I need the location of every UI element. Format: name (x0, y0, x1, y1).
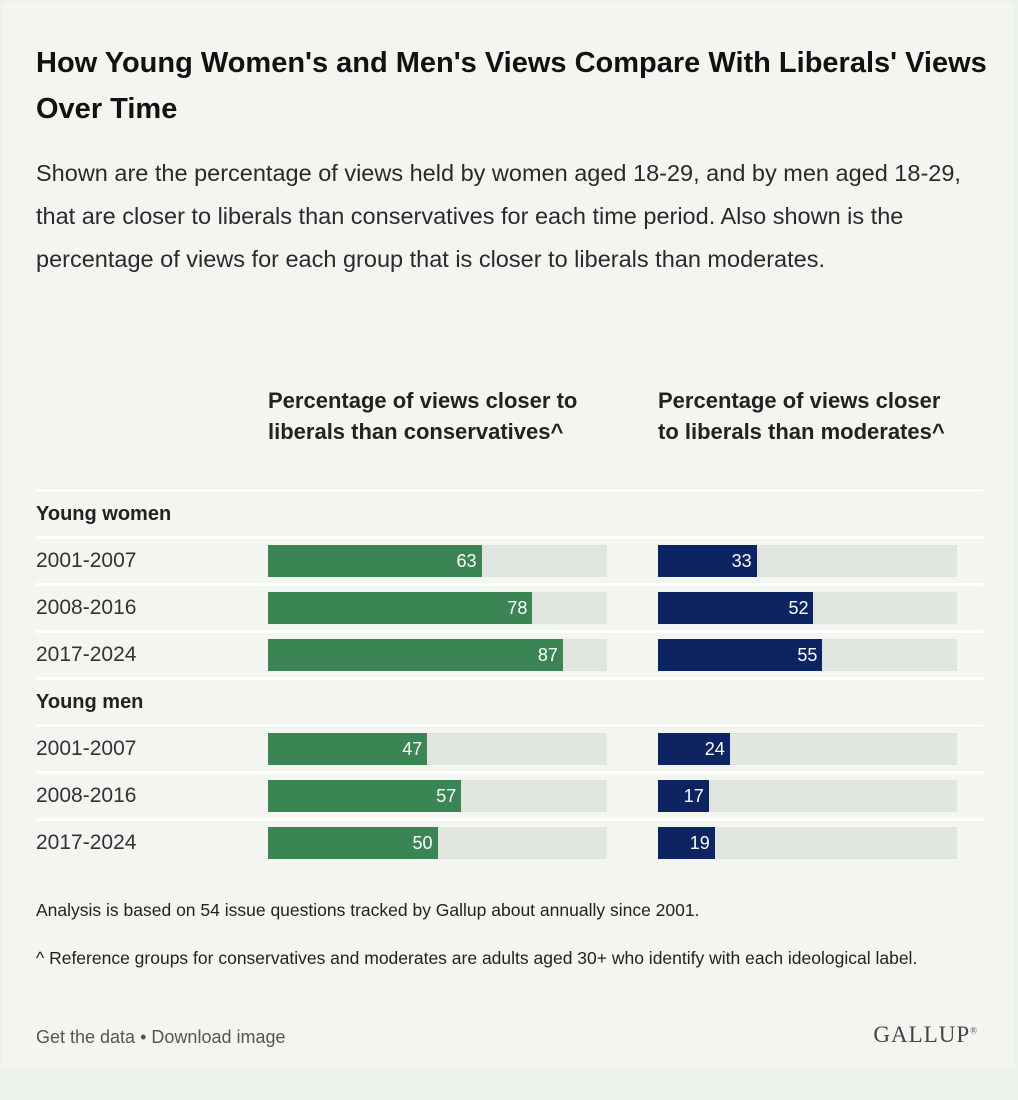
divider (36, 583, 984, 586)
footer-links: Get the data • Download image (36, 1027, 286, 1048)
conservatives-bar: 78 (268, 592, 533, 624)
column-header-conservatives: Percentage of views closer to liberals t… (268, 388, 578, 444)
chart-subtitle: Shown are the percentage of views held b… (36, 160, 961, 272)
period-label: 2008-2016 (36, 596, 137, 619)
reference-note: ^ Reference groups for conservatives and… (36, 948, 918, 968)
conservatives-track: 78 (268, 592, 607, 624)
group-label: Young men (36, 691, 144, 713)
conservatives-bar: 47 (268, 733, 428, 765)
conservatives-value-label: 87 (537, 645, 558, 665)
link-separator: • (140, 1027, 147, 1047)
gallup-logo: GALLUP® (873, 1022, 978, 1047)
conservatives-track: 63 (268, 545, 607, 577)
moderates-value-label: 52 (788, 598, 809, 618)
conservatives-value-label: 47 (402, 739, 423, 759)
conservatives-track: 87 (268, 639, 607, 671)
chart-title: How Young Women's and Men's Views Compar… (36, 47, 987, 125)
moderates-value-label: 55 (797, 645, 818, 665)
moderates-bar: 33 (658, 545, 757, 577)
divider (36, 536, 984, 539)
analysis-note: Analysis is based on 54 issue questions … (36, 900, 700, 920)
moderates-value-label: 33 (731, 551, 752, 571)
download-image-link[interactable]: Download image (151, 1027, 286, 1047)
group-label: Young women (36, 503, 172, 525)
conservatives-value-label: 78 (507, 598, 528, 618)
conservatives-value-label: 63 (456, 551, 477, 571)
period-label: 2001-2007 (36, 549, 137, 572)
moderates-track: 17 (658, 780, 957, 812)
get-data-link[interactable]: Get the data (36, 1027, 136, 1047)
conservatives-bar: 50 (268, 827, 438, 859)
moderates-value-label: 17 (683, 786, 704, 806)
divider (36, 771, 984, 774)
period-label: 2008-2016 (36, 784, 137, 807)
moderates-track: 24 (658, 733, 957, 765)
chart-card: How Young Women's and Men's Views Compar… (2, 2, 1014, 1068)
period-label: 2017-2024 (36, 643, 137, 666)
logo-text: GALLUP (873, 1022, 971, 1047)
moderates-track: 33 (658, 545, 957, 577)
column-header-moderates: Percentage of views closer to liberals t… (658, 388, 945, 444)
moderates-track: 19 (658, 827, 957, 859)
divider (36, 724, 984, 727)
conservatives-track: 57 (268, 780, 607, 812)
moderates-bar: 17 (658, 780, 709, 812)
moderates-track: 52 (658, 592, 957, 624)
conservatives-value-label: 50 (412, 833, 433, 853)
conservatives-bar: 63 (268, 545, 482, 577)
moderates-value-label: 19 (689, 833, 710, 853)
conservatives-track: 47 (268, 733, 607, 765)
period-label: 2001-2007 (36, 737, 137, 760)
divider (36, 630, 984, 633)
moderates-track: 55 (658, 639, 957, 671)
moderates-bar: 19 (658, 827, 715, 859)
divider (36, 818, 984, 821)
moderates-bar: 55 (658, 639, 823, 671)
moderates-bar: 52 (658, 592, 814, 624)
conservatives-bar: 57 (268, 780, 462, 812)
divider (36, 677, 984, 680)
conservatives-bar: 87 (268, 639, 563, 671)
divider (36, 489, 984, 492)
moderates-value-label: 24 (704, 739, 725, 759)
period-label: 2017-2024 (36, 831, 137, 854)
conservatives-track: 50 (268, 827, 607, 859)
conservatives-value-label: 57 (436, 786, 457, 806)
moderates-bar: 24 (658, 733, 730, 765)
